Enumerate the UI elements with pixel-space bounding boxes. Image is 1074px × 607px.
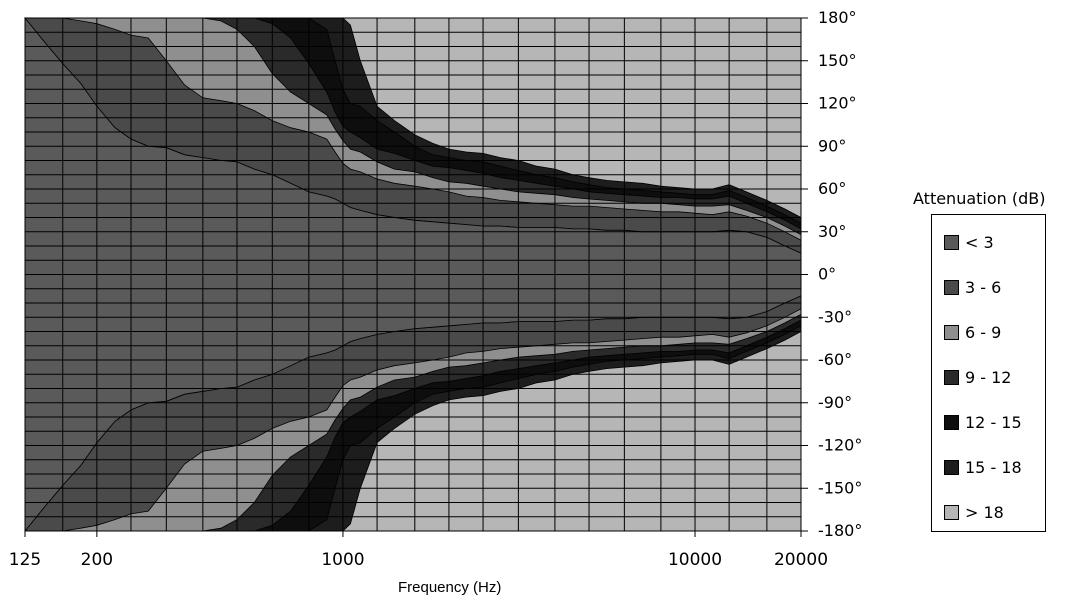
legend-item: 9 - 12 [944, 367, 1011, 387]
tick-labels: 180° 150° 120° 90° 60° 30° 0° -30° -60° -90° -120°… [9, 8, 863, 570]
y-tick-label: 180° [818, 8, 857, 27]
legend: < 3 3 - 6 6 - 9 9 - 12 12 - 15 15 - 18 >… [931, 214, 1046, 532]
legend-label: > 18 [965, 502, 1004, 522]
x-tick-label: 10000 [668, 550, 722, 570]
legend-swatch [944, 504, 959, 520]
legend-label: < 3 [965, 232, 994, 252]
y-tick-label: 0° [818, 265, 836, 284]
y-tick-label: -30° [818, 307, 852, 326]
legend-swatch [944, 414, 959, 430]
x-tick-label: 200 [81, 550, 113, 570]
y-tick-label: -120° [818, 436, 862, 455]
y-tick-label: 60° [818, 179, 846, 198]
legend-label: 9 - 12 [965, 367, 1012, 387]
y-tick-label: 30° [818, 222, 846, 241]
legend-item: < 3 [944, 232, 994, 252]
y-tick-label: 120° [818, 94, 857, 113]
legend-swatch [944, 459, 959, 475]
y-tick-label: -180° [818, 521, 862, 540]
legend-item: 15 - 18 [944, 457, 1022, 477]
legend-label: 6 - 9 [965, 322, 1002, 342]
y-tick-label: -150° [818, 478, 862, 497]
y-tick-label: -90° [818, 393, 852, 412]
legend-label: 15 - 18 [965, 457, 1022, 477]
x-tick-label: 20000 [774, 550, 828, 570]
legend-title: Attenuation (dB) [913, 189, 1046, 208]
legend-item: 6 - 9 [944, 322, 1001, 342]
x-tick-label: 125 [9, 550, 41, 570]
x-tick-label: 1000 [321, 550, 364, 570]
legend-swatch [944, 234, 959, 250]
legend-swatch [944, 279, 959, 295]
x-axis-label: Frequency (Hz) [398, 579, 502, 596]
legend-item: 3 - 6 [944, 277, 1001, 297]
legend-item: 12 - 15 [944, 412, 1022, 432]
y-tick-label: 150° [818, 51, 857, 70]
legend-item: > 18 [944, 502, 1004, 522]
legend-swatch [944, 369, 959, 385]
y-tick-label: 90° [818, 136, 846, 155]
legend-label: 3 - 6 [965, 277, 1002, 297]
y-tick-label: -60° [818, 350, 852, 369]
legend-swatch [944, 324, 959, 340]
legend-label: 12 - 15 [965, 412, 1022, 432]
